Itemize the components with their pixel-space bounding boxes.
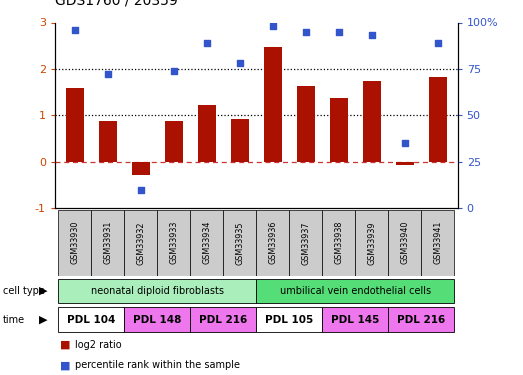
Point [434, 40, 442, 46]
FancyBboxPatch shape [223, 210, 256, 276]
FancyBboxPatch shape [256, 210, 289, 276]
Text: GSM33940: GSM33940 [400, 221, 410, 264]
FancyBboxPatch shape [91, 210, 124, 276]
FancyBboxPatch shape [388, 308, 454, 332]
FancyBboxPatch shape [388, 210, 422, 276]
Bar [165, 121, 183, 162]
FancyBboxPatch shape [256, 308, 322, 332]
Text: ▶: ▶ [39, 286, 48, 296]
Text: neonatal diploid fibroblasts: neonatal diploid fibroblasts [91, 286, 224, 296]
FancyBboxPatch shape [322, 210, 355, 276]
Text: GSM33938: GSM33938 [334, 221, 343, 264]
Point [235, 60, 244, 66]
FancyBboxPatch shape [355, 210, 388, 276]
Point [169, 68, 178, 74]
Text: GSM33939: GSM33939 [367, 221, 377, 265]
Text: GSM33932: GSM33932 [136, 221, 145, 265]
Text: percentile rank within the sample: percentile rank within the sample [75, 360, 240, 370]
Text: GSM33931: GSM33931 [103, 221, 112, 264]
Text: PDL 104: PDL 104 [67, 315, 116, 325]
Bar [231, 118, 249, 162]
FancyBboxPatch shape [422, 210, 454, 276]
Text: ▶: ▶ [39, 315, 48, 325]
FancyBboxPatch shape [58, 279, 256, 303]
FancyBboxPatch shape [256, 279, 454, 303]
FancyBboxPatch shape [124, 308, 190, 332]
Bar [132, 162, 150, 175]
FancyBboxPatch shape [124, 210, 157, 276]
FancyBboxPatch shape [157, 210, 190, 276]
Bar [363, 81, 381, 162]
Text: PDL 148: PDL 148 [133, 315, 181, 325]
Point [302, 29, 310, 35]
Text: umbilical vein endothelial cells: umbilical vein endothelial cells [280, 286, 431, 296]
Text: GDS1760 / 20359: GDS1760 / 20359 [55, 0, 178, 8]
FancyBboxPatch shape [190, 210, 223, 276]
Text: ■: ■ [60, 340, 71, 350]
Text: PDL 145: PDL 145 [331, 315, 380, 325]
Text: GSM33934: GSM33934 [202, 221, 211, 264]
Text: log2 ratio: log2 ratio [75, 340, 121, 350]
Point [401, 140, 409, 146]
Text: GSM33936: GSM33936 [268, 221, 277, 264]
Bar [66, 88, 84, 162]
Text: GSM33937: GSM33937 [301, 221, 310, 265]
Bar [297, 86, 315, 162]
Bar [329, 98, 348, 162]
Bar [99, 121, 117, 162]
Bar [198, 105, 216, 162]
FancyBboxPatch shape [322, 308, 388, 332]
Text: GSM33933: GSM33933 [169, 221, 178, 264]
FancyBboxPatch shape [58, 308, 124, 332]
Point [202, 40, 211, 46]
Point [335, 29, 343, 35]
Text: PDL 105: PDL 105 [265, 315, 313, 325]
Point [137, 187, 145, 193]
FancyBboxPatch shape [289, 210, 322, 276]
Text: PDL 216: PDL 216 [199, 315, 247, 325]
Text: GSM33941: GSM33941 [434, 221, 442, 264]
Bar [396, 162, 414, 165]
Text: ■: ■ [60, 360, 71, 370]
FancyBboxPatch shape [58, 210, 91, 276]
FancyBboxPatch shape [190, 308, 256, 332]
Point [269, 23, 277, 29]
Text: GSM33935: GSM33935 [235, 221, 244, 265]
Bar [264, 47, 282, 162]
Text: GSM33930: GSM33930 [70, 221, 79, 264]
Text: PDL 216: PDL 216 [397, 315, 446, 325]
Text: cell type: cell type [3, 286, 44, 296]
Point [71, 27, 79, 33]
Point [368, 33, 376, 39]
Point [104, 72, 112, 78]
Bar [429, 77, 447, 162]
Text: time: time [3, 315, 25, 325]
